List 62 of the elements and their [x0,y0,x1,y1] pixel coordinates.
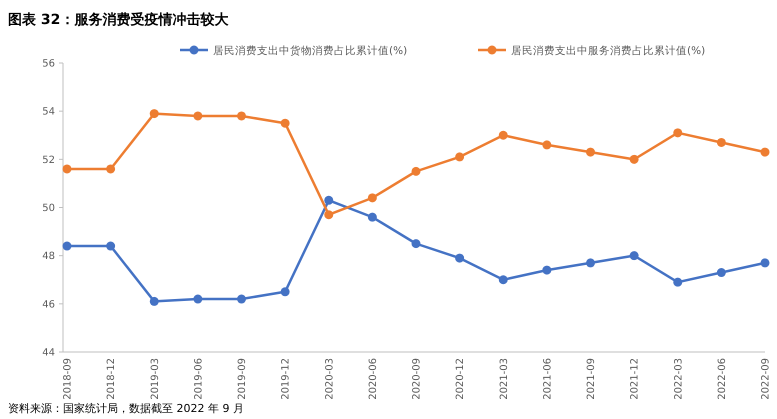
x-tick-label: 2020-06 [368,358,379,400]
x-tick-label: 2019-09 [237,358,248,400]
point [193,111,202,120]
x-tick-label: 2022-09 [760,358,772,400]
point [368,212,377,222]
point [455,152,464,162]
x-tick-label: 2019-06 [193,358,204,400]
point [412,239,420,248]
point [150,296,159,306]
point [368,193,377,202]
point [716,268,726,278]
point [498,130,508,140]
x-tick-label: 2022-06 [716,358,728,400]
point [673,278,682,287]
point [62,164,72,174]
point [280,287,290,296]
point [760,258,770,268]
x-tick-label: 2021-12 [630,358,641,400]
point [62,242,72,251]
point [542,266,552,275]
chart-title: 图表 32：服务消费受疫情冲击较大 [8,11,230,28]
point [280,118,290,128]
point [630,251,639,260]
point [237,294,246,304]
point [716,138,726,147]
point [455,254,464,263]
x-tick-label: 2021-06 [542,358,554,400]
y-tick-label: 52 [42,154,55,166]
x-tick-label: 2021-09 [586,358,597,400]
point [412,166,420,176]
point [586,148,595,157]
x-tick-label: 2019-03 [150,358,161,400]
point [106,164,116,174]
x-tick-label: 2021-03 [498,358,510,400]
x-tick-label: 2020-09 [412,358,422,400]
y-tick-label: 56 [42,58,55,70]
point [542,140,552,150]
point [193,294,202,304]
x-tick-label: 2018-12 [106,358,118,400]
point [630,154,639,164]
y-tick-label: 46 [42,299,55,310]
point [324,210,334,220]
point [150,109,159,118]
text: 资料来源：国家统计局，数据截至 2022 年 9 月 [8,402,244,415]
y-tick-label: 44 [42,348,55,358]
point [586,258,595,268]
x-tick-label: 2020-03 [324,358,336,400]
y-tick-label: 48 [42,251,55,262]
y-tick-label: 50 [42,203,55,214]
point [498,275,508,284]
point [673,128,682,138]
point [324,196,334,205]
x-tick-label: 2020-12 [455,358,466,400]
legend-label: 居民消费支出中货物消费占比累计值(%) [213,44,408,57]
x-tick-label: 2018-09 [62,358,74,400]
point [760,148,770,157]
y-tick-label: 54 [42,106,55,118]
point [106,242,116,251]
legend-label: 居民消费支出中服务消费占比累计值(%) [511,44,706,57]
x-tick-label: 2022-03 [673,358,684,400]
x-tick-label: 2019-12 [280,358,292,400]
point [237,111,246,120]
